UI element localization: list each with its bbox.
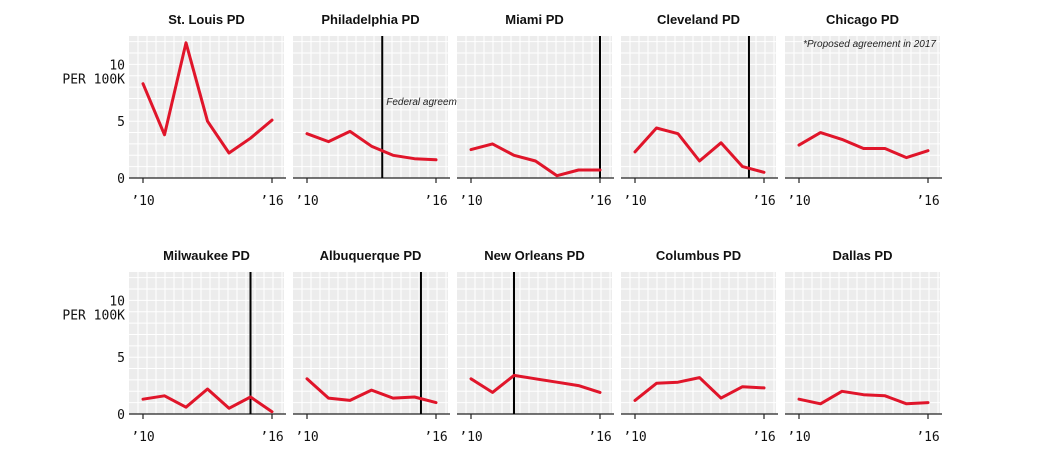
y-axis-label: PER 100K bbox=[62, 308, 125, 323]
panel-grid bbox=[785, 272, 940, 415]
panel-background bbox=[293, 272, 448, 414]
annotation-text: Federal agreement bbox=[386, 97, 472, 108]
y-tick-label: 10 bbox=[109, 58, 125, 73]
panel-grid bbox=[293, 272, 448, 415]
x-tick-label: ’10 bbox=[787, 194, 810, 209]
panel-background bbox=[129, 272, 284, 414]
x-tick-label: ’10 bbox=[623, 194, 646, 209]
panel: ’10 ’16 Columbus PD bbox=[621, 248, 778, 445]
panel-title: New Orleans PD bbox=[484, 248, 584, 263]
x-tick-label: ’10 bbox=[131, 430, 154, 445]
panel: ’10 ’16 Miami PD bbox=[457, 12, 614, 209]
panel-background bbox=[457, 272, 612, 414]
panel-grid bbox=[457, 36, 612, 179]
panel-grid bbox=[129, 36, 284, 179]
series-line bbox=[305, 377, 438, 405]
panel: ’10 ’16 Chicago PD *Proposed agreement in 2… bbox=[785, 12, 942, 209]
panel-background bbox=[785, 272, 940, 414]
x-tick-label: ’16 bbox=[916, 430, 939, 445]
panel: ’10 ’16 Cleveland PD bbox=[621, 12, 778, 209]
panel-title: Chicago PD bbox=[826, 12, 899, 27]
x-tick-label: ’10 bbox=[295, 194, 318, 209]
series-line bbox=[141, 387, 274, 414]
x-tick-label: ’16 bbox=[424, 430, 447, 445]
x-tick-label: ’10 bbox=[131, 194, 154, 209]
series-line bbox=[469, 142, 602, 178]
panel-grid bbox=[621, 36, 776, 179]
panel-title: St. Louis PD bbox=[168, 12, 245, 27]
x-tick-label: ’16 bbox=[260, 430, 283, 445]
panel-background bbox=[293, 36, 448, 178]
x-tick-label: ’16 bbox=[916, 194, 939, 209]
x-tick-label: ’10 bbox=[459, 194, 482, 209]
x-tick-label: ’16 bbox=[260, 194, 283, 209]
panel-title: Columbus PD bbox=[656, 248, 741, 263]
panel-title: Dallas PD bbox=[833, 248, 893, 263]
series-line bbox=[305, 129, 438, 162]
y-tick-label: 0 bbox=[117, 172, 125, 187]
y-tick-label: 10 bbox=[109, 294, 125, 309]
panel-background bbox=[621, 36, 776, 178]
panel-background bbox=[457, 36, 612, 178]
panel: ’10 ’16 New Orleans PD bbox=[457, 248, 614, 445]
panel: ’10 ’16 Dallas PD bbox=[785, 248, 942, 445]
panel-background bbox=[129, 36, 284, 178]
panel-grid bbox=[129, 272, 284, 415]
panel: ’10 ’16 Albuquerque PD bbox=[293, 248, 450, 445]
y-tick-label: 0 bbox=[117, 408, 125, 423]
series-line bbox=[141, 41, 274, 155]
series-line bbox=[797, 389, 930, 406]
annotation-text: *Proposed agreement in 2017 bbox=[803, 39, 936, 50]
y-axis-label: PER 100K bbox=[62, 72, 125, 87]
x-tick-label: ’16 bbox=[752, 194, 775, 209]
x-tick-label: ’16 bbox=[752, 430, 775, 445]
y-tick-label: 5 bbox=[117, 351, 125, 366]
panel-title: Milwaukee PD bbox=[163, 248, 250, 263]
panel-title: Albuquerque PD bbox=[320, 248, 422, 263]
x-tick-label: ’10 bbox=[459, 430, 482, 445]
x-tick-label: ’10 bbox=[787, 430, 810, 445]
x-tick-label: ’16 bbox=[588, 194, 611, 209]
series-line bbox=[469, 373, 602, 394]
panel-grid bbox=[293, 36, 448, 179]
x-tick-label: ’16 bbox=[424, 194, 447, 209]
series-line bbox=[797, 131, 930, 160]
panel-title: Miami PD bbox=[505, 12, 564, 27]
x-tick-label: ’10 bbox=[295, 430, 318, 445]
panel-title: Cleveland PD bbox=[657, 12, 740, 27]
y-tick-label: 5 bbox=[117, 115, 125, 130]
series-line bbox=[633, 126, 766, 174]
panel-background bbox=[785, 36, 940, 178]
x-tick-label: ’16 bbox=[588, 430, 611, 445]
panel: ’10 ’16 Philadelphia PD Federal agreement bbox=[293, 12, 472, 209]
series-line bbox=[633, 376, 766, 402]
x-tick-label: ’10 bbox=[623, 430, 646, 445]
panel-title: Philadelphia PD bbox=[321, 12, 419, 27]
